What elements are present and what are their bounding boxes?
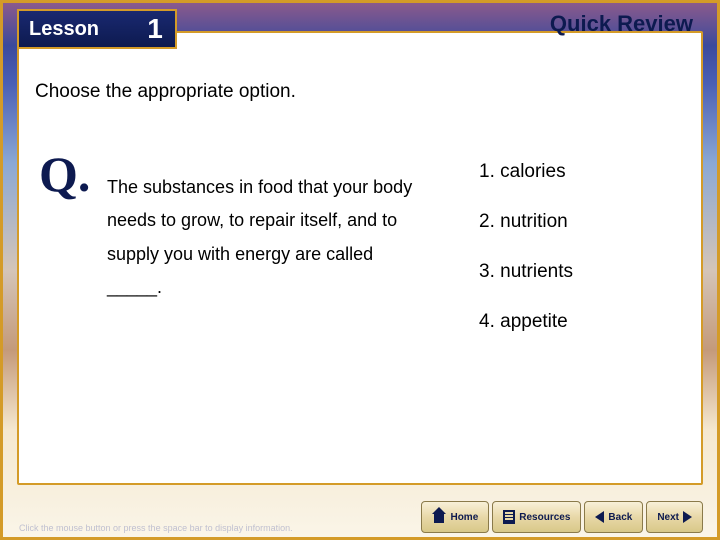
lesson-number: 1 [147,13,163,45]
content-panel: Choose the appropriate option. Q. The su… [17,31,703,485]
home-label: Home [450,512,478,523]
next-label: Next [657,512,679,523]
footer-hint: Click the mouse button or press the spac… [19,523,293,533]
next-button[interactable]: Next [646,501,703,533]
question-text: The substances in food that your body ne… [107,171,417,304]
slide-container: Choose the appropriate option. Q. The su… [0,0,720,540]
option-3[interactable]: 3. nutrients [479,261,573,283]
option-4[interactable]: 4. appetite [479,311,573,333]
resources-button[interactable]: Resources [492,501,581,533]
lesson-number-box: 1 [135,9,175,49]
lesson-label: Lesson [19,18,99,41]
option-1[interactable]: 1. calories [479,161,573,183]
instruction-text: Choose the appropriate option. [35,81,296,103]
nav-bar: Home Resources Back Next [421,501,703,533]
back-button[interactable]: Back [584,501,643,533]
chevron-right-icon [683,511,692,523]
chevron-left-icon [595,511,604,523]
resources-label: Resources [519,512,570,523]
home-icon [432,511,446,523]
section-title: Quick Review [550,11,693,37]
lesson-tab: Lesson 1 [17,9,177,49]
options-list: 1. calories 2. nutrition 3. nutrients 4.… [479,161,573,361]
resources-icon [503,510,515,524]
question-marker: Q. [39,145,90,203]
back-label: Back [608,512,632,523]
home-button[interactable]: Home [421,501,489,533]
option-2[interactable]: 2. nutrition [479,211,573,233]
